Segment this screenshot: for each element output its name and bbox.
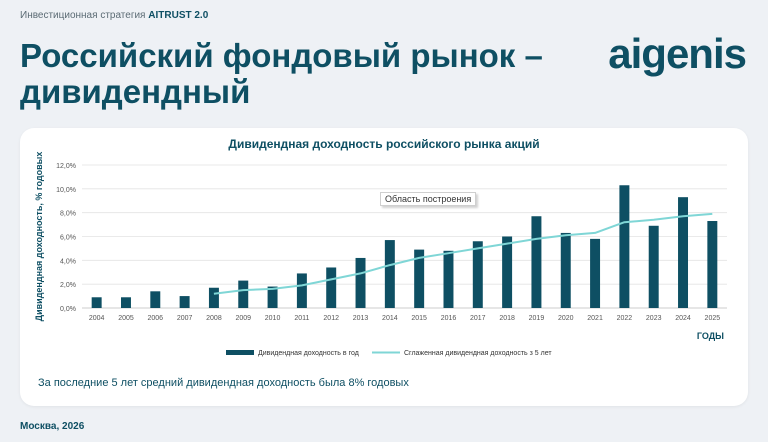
x-tick-label: 2022 <box>617 315 633 322</box>
bar <box>326 267 337 308</box>
bar <box>414 249 425 308</box>
smoothed-line <box>213 212 713 295</box>
bar <box>179 296 190 308</box>
x-tick-label: 2006 <box>148 315 164 322</box>
legend-swatch-bar <box>226 350 254 355</box>
x-tick-label: 2020 <box>558 315 574 322</box>
bar <box>678 197 689 308</box>
chart-footnote: За последние 5 лет средний дивидендная д… <box>38 377 409 389</box>
footer-location: Москва, 2026 <box>20 421 85 432</box>
bar <box>296 273 307 308</box>
brand-logo: aigenis <box>608 30 747 77</box>
plot-area-tooltip: Область построения <box>380 192 477 206</box>
strategy-caption: Инвестиционная стратегия AITRUST 2.0 <box>20 10 208 21</box>
y-tick-label: 2,0% <box>60 282 76 289</box>
strategy-name: AITRUST 2.0 <box>148 10 209 21</box>
x-tick-label: 2015 <box>411 315 427 322</box>
bar <box>150 291 161 308</box>
x-tick-label: 2016 <box>441 315 457 322</box>
bar <box>238 280 249 308</box>
x-tick-label: 2019 <box>529 315 545 322</box>
x-tick-label: 2025 <box>705 315 721 322</box>
y-axis-label: Дивидендная доходность, % годовых <box>34 152 44 322</box>
x-tick-label: 2023 <box>646 315 662 322</box>
x-tick-label: 2014 <box>382 315 398 322</box>
y-tick-label: 10,0% <box>56 187 76 194</box>
bar <box>267 286 278 308</box>
x-tick-label: 2024 <box>675 315 691 322</box>
legend-label-bar: Дивидендная доходность в год <box>258 350 359 357</box>
bar <box>443 250 454 308</box>
x-tick-label: 2017 <box>470 315 486 322</box>
legend-label-line: Сглаженная дивидендная доходность з 5 ле… <box>404 350 552 357</box>
bar <box>590 238 601 308</box>
x-tick-label: 2008 <box>206 315 222 322</box>
x-tick-label: 2007 <box>177 315 193 322</box>
bar <box>384 240 395 308</box>
y-tick-label: 4,0% <box>60 258 76 265</box>
x-tick-label: 2004 <box>89 315 105 322</box>
x-tick-label: 2009 <box>235 315 251 322</box>
x-tick-label: 2005 <box>118 315 134 322</box>
x-tick-label: 2021 <box>587 315 603 322</box>
bar <box>560 232 571 308</box>
strategy-prefix: Инвестиционная стратегия <box>20 10 146 21</box>
bar <box>707 221 718 308</box>
bar <box>502 236 513 308</box>
bar <box>91 297 102 308</box>
y-tick-label: 12,0% <box>56 163 76 170</box>
bar <box>120 297 131 308</box>
y-tick-label: 8,0% <box>60 211 76 218</box>
bar <box>619 185 630 308</box>
page-title: Российский фондовый рынок – дивидендный <box>20 37 543 110</box>
bar <box>531 216 542 308</box>
x-tick-label: 2012 <box>323 315 339 322</box>
bar <box>208 287 219 308</box>
bar <box>648 225 659 308</box>
x-tick-label: 2013 <box>353 315 369 322</box>
bar <box>355 257 366 308</box>
x-tick-label: 2011 <box>294 315 309 322</box>
y-tick-label: 6,0% <box>60 235 76 242</box>
bar <box>472 241 483 308</box>
x-tick-label: 2018 <box>499 315 515 322</box>
x-axis-label: ГОДЫ <box>697 331 724 341</box>
x-tick-label: 2010 <box>265 315 281 322</box>
y-tick-label: 0,0% <box>60 306 76 313</box>
chart-title: Дивидендная доходность российского рынка… <box>228 137 540 151</box>
